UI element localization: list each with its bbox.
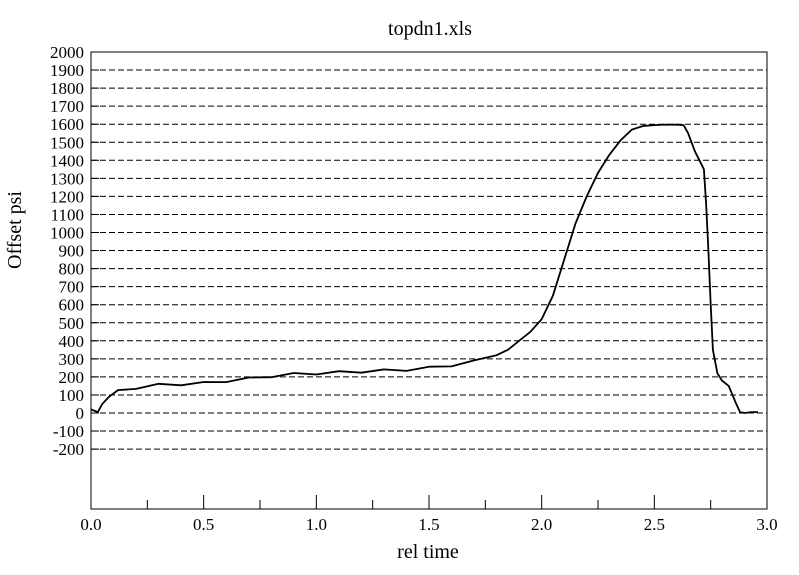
y-tick-label: 400 [59,332,85,351]
y-tick-label: 0 [76,404,85,423]
y-tick-label: 100 [59,386,85,405]
plot-frame [90,51,768,510]
y-tick-label: 200 [59,368,85,387]
y-tick-label: 1800 [50,79,84,98]
x-tick-label: 3.0 [756,515,777,534]
y-tick-label: 900 [59,242,85,261]
grid-lines [91,69,767,450]
y-tick-label: -200 [53,440,84,459]
y-tick-label: 2000 [50,43,84,62]
y-axis-label: Offset psi [4,191,26,269]
y-tick-label: 300 [59,350,85,369]
x-tick-label: 2.0 [531,515,552,534]
y-tick-label: 1400 [50,151,84,170]
y-tick-label: 1000 [50,224,84,243]
y-tick-label: 1500 [50,133,84,152]
y-axis: 2000190018001700160015001400130012001100… [50,43,99,459]
y-tick-label: 1900 [50,61,84,80]
x-tick-label: 1.0 [306,515,327,534]
y-tick-label: 500 [59,314,85,333]
y-tick-label: 1700 [50,97,84,116]
y-tick-label: 1300 [50,169,84,188]
x-tick-label: 0.5 [193,515,214,534]
y-tick-label: 1600 [50,115,84,134]
x-tick-label: 1.5 [418,515,439,534]
y-tick-label: 700 [59,278,85,297]
series-line [90,123,758,414]
y-tick-label: 800 [59,260,85,279]
y-tick-label: 1100 [51,205,84,224]
x-axis-label: rel time [397,541,459,563]
x-axis: 0.0 0.5 1.0 1.5 2.0 2.5 3.0 [80,495,778,534]
x-tick-label: 2.5 [644,515,665,534]
y-tick-label: 1200 [50,187,84,206]
y-tick-label: -100 [53,422,84,441]
y-tick-label: 600 [59,296,85,315]
chart-title: topdn1.xls [388,18,472,40]
x-tick-label: 0.0 [80,515,101,534]
